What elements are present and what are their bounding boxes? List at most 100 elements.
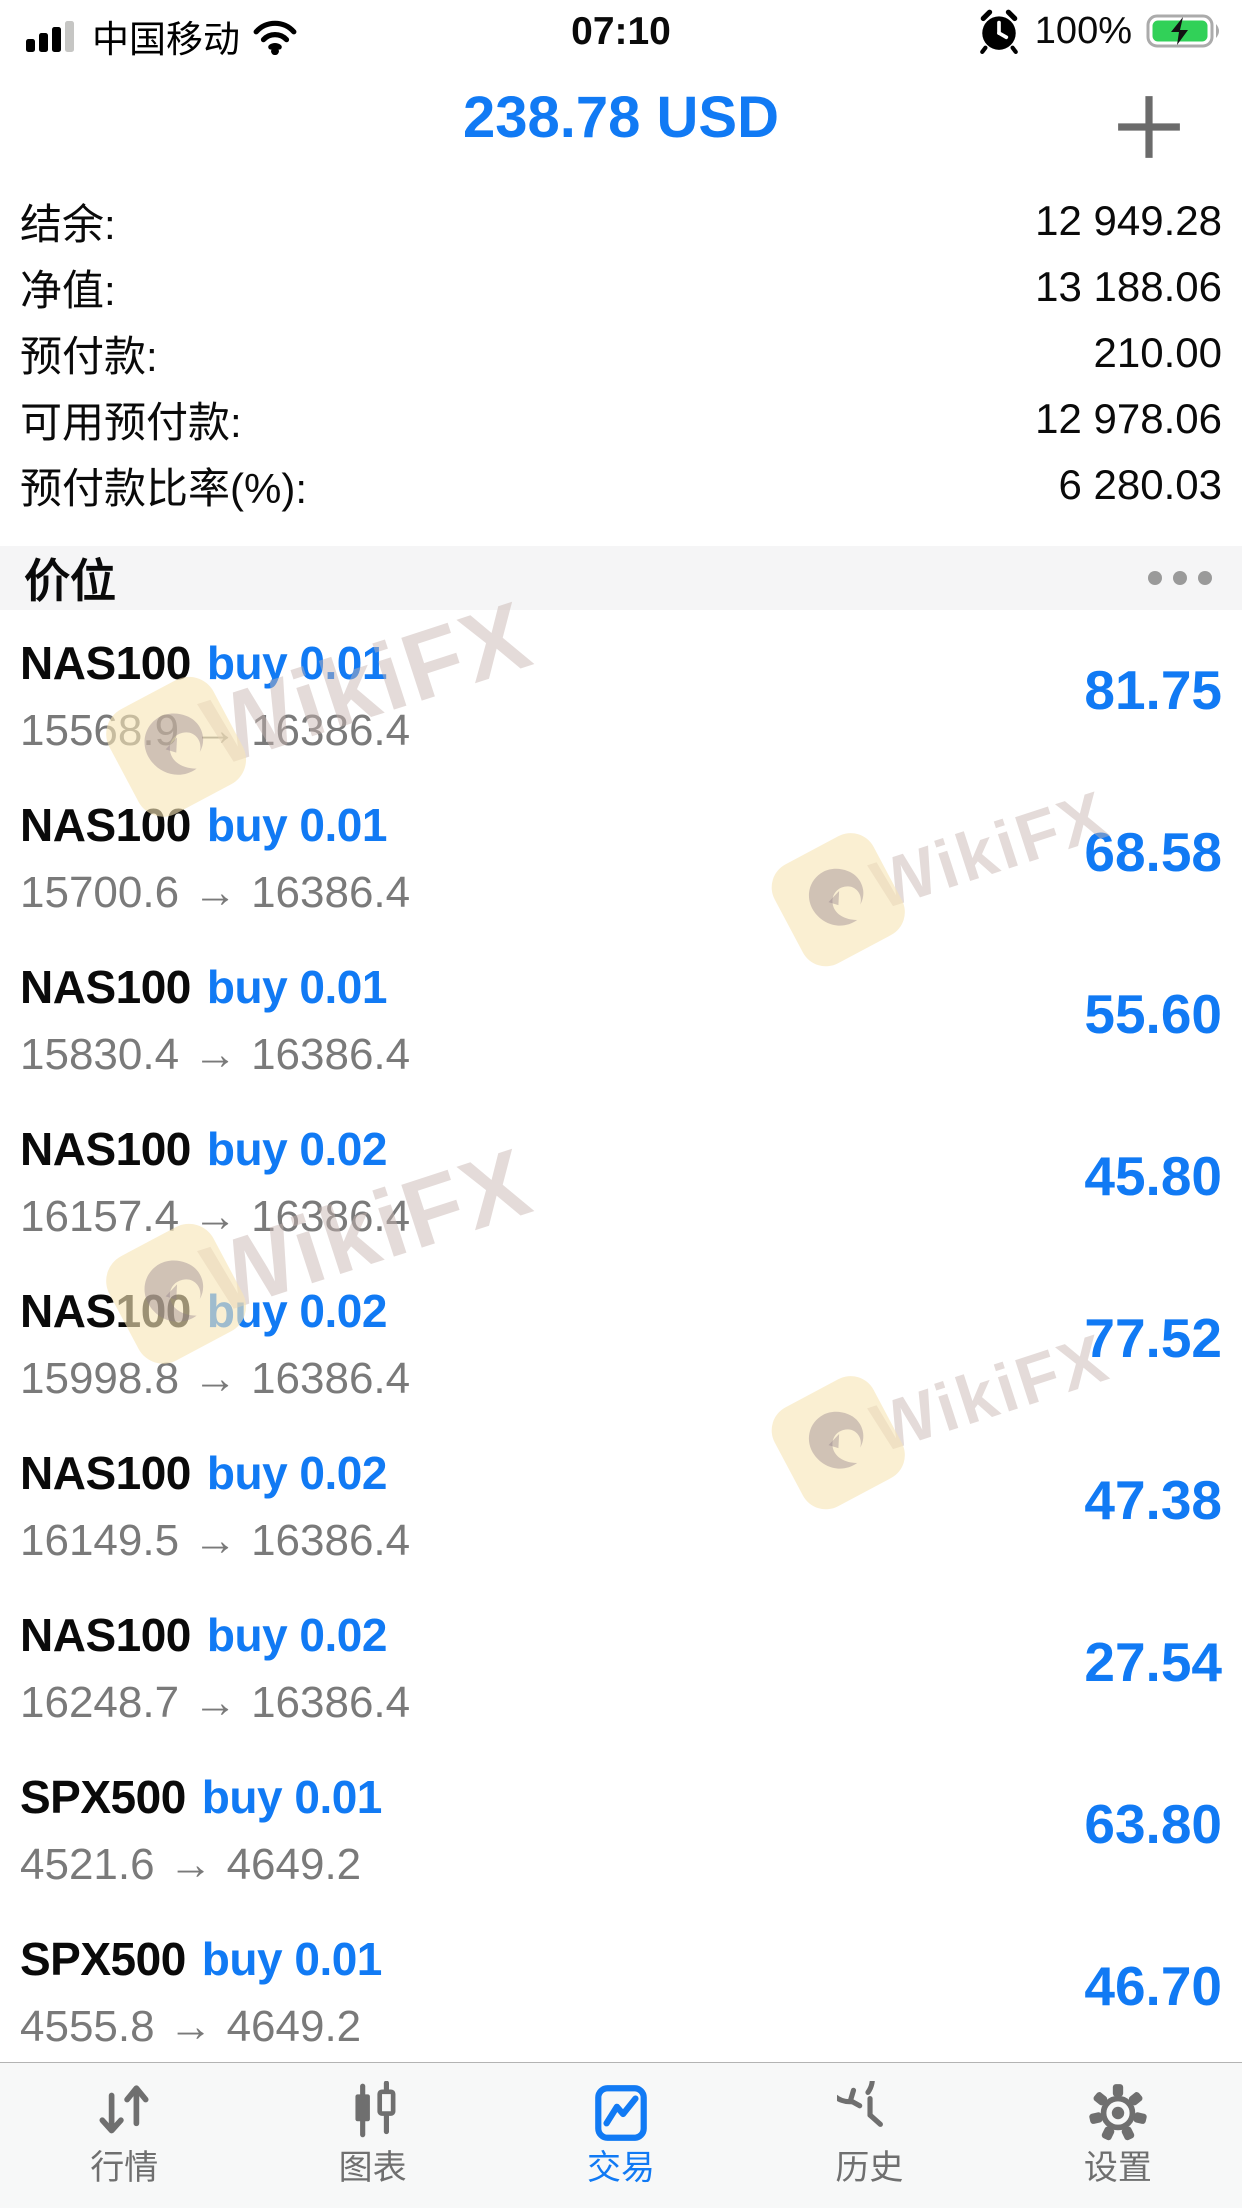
trade-row[interactable]: SPX500 buy 0.01 4555.8 → 4649.2 46.70: [0, 1906, 1242, 2068]
trade-profit: 63.80: [1084, 1793, 1222, 1855]
tab-quotes[interactable]: 行情: [0, 2063, 248, 2208]
trade-side-volume: buy 0.02: [206, 1447, 388, 1499]
account-row-balance: 结余: 12 949.28: [0, 188, 1242, 254]
arrow-icon: →: [193, 868, 238, 917]
tab-label: 图表: [338, 2149, 407, 2187]
tab-trade[interactable]: 交易: [497, 2063, 745, 2208]
account-row-margin-level: 预付款比率(%): 6 280.03: [0, 452, 1242, 518]
account-balance: 238.78 USD: [463, 85, 779, 150]
trade-row[interactable]: NAS100 buy 0.02 15998.8 → 16386.4 77.52: [0, 1258, 1242, 1420]
trade-profit: 47.38: [1084, 1469, 1222, 1531]
updown-arrows-icon: [99, 2085, 149, 2134]
trade-symbol: NAS100: [20, 961, 191, 1013]
trade-row[interactable]: SPX500 buy 0.01 4521.6 → 4649.2 63.80: [0, 1744, 1242, 1906]
tab-label: 设置: [1083, 2149, 1152, 2187]
arrow-icon: →: [193, 706, 238, 755]
current-price: 16386.4: [251, 706, 411, 755]
trade-side-volume: buy 0.01: [201, 1933, 383, 1985]
current-price: 16386.4: [251, 1516, 411, 1565]
open-price: 15568.9: [20, 706, 180, 755]
tab-settings[interactable]: 设置: [994, 2063, 1242, 2208]
status-bar: 中国移动 07:10 100%: [0, 0, 1242, 62]
wifi-icon: [253, 20, 297, 55]
trade-symbol: NAS100: [20, 1285, 191, 1337]
arrow-icon: →: [193, 1192, 238, 1241]
open-price: 4555.8: [20, 2002, 155, 2051]
history-clock-icon: [837, 2081, 884, 2127]
trade-side-volume: buy 0.02: [206, 1609, 388, 1661]
tab-label: 交易: [587, 2149, 656, 2187]
trade-row[interactable]: NAS100 buy 0.02 16149.5 → 16386.4 47.38: [0, 1420, 1242, 1582]
current-price: 16386.4: [251, 868, 411, 917]
current-price: 4649.2: [226, 2002, 362, 2051]
arrow-icon: →: [168, 2002, 213, 2051]
trade-symbol: NAS100: [20, 1447, 191, 1499]
open-price: 15998.8: [20, 1354, 180, 1403]
open-price: 16157.4: [20, 1192, 180, 1241]
current-price: 4649.2: [226, 1840, 362, 1889]
account-label: 结余:: [20, 200, 116, 248]
trade-profit: 68.58: [1084, 821, 1222, 883]
trade-row[interactable]: NAS100 buy 0.01 15568.9 → 16386.4 81.75: [0, 610, 1242, 772]
battery-percent-label: 100%: [1034, 9, 1132, 52]
account-row-equity: 净值: 13 188.06: [0, 254, 1242, 320]
account-row-free-margin: 可用预付款: 12 978.06: [0, 386, 1242, 452]
alarm-icon: [979, 9, 1018, 54]
signal-icon: [26, 21, 74, 52]
trade-side-volume: buy 0.01: [201, 1771, 383, 1823]
positions-section-header: 价位: [0, 546, 1242, 610]
carrier-label: 中国移动: [92, 19, 240, 60]
positions-list: NAS100 buy 0.01 15568.9 → 16386.4 81.75 NAS…: [0, 610, 1242, 2068]
trade-profit: 77.52: [1084, 1307, 1222, 1369]
open-price: 4521.6: [20, 1840, 155, 1889]
tab-bar: 行情 图表 交易: [0, 2062, 1242, 2208]
current-price: 16386.4: [251, 1030, 411, 1079]
trade-side-volume: buy 0.01: [206, 799, 388, 851]
open-price: 15700.6: [20, 868, 180, 917]
plus-icon: [1118, 96, 1180, 158]
add-order-button[interactable]: [1114, 92, 1184, 162]
open-price: 16149.5: [20, 1516, 180, 1565]
positions-title: 价位: [24, 555, 116, 607]
trade-row[interactable]: NAS100 buy 0.02 16248.7 → 16386.4 27.54: [0, 1582, 1242, 1744]
current-price: 16386.4: [251, 1192, 411, 1241]
current-price: 16386.4: [251, 1354, 411, 1403]
clock-time: 07:10: [571, 10, 671, 53]
status-right-group: 100%: [977, 8, 1224, 54]
account-label: 预付款:: [20, 332, 158, 380]
trade-side-volume: buy 0.01: [206, 637, 388, 689]
trade-symbol: NAS100: [20, 1123, 191, 1175]
trade-symbol: SPX500: [20, 1933, 186, 1985]
account-value: 13 188.06: [1035, 263, 1222, 310]
more-dots-icon[interactable]: [1142, 561, 1218, 595]
open-price: 16248.7: [20, 1678, 180, 1727]
status-left-group: 中国移动: [26, 9, 298, 63]
tab-charts[interactable]: 图表: [248, 2063, 496, 2208]
arrow-icon: →: [193, 1354, 238, 1403]
trade-symbol: NAS100: [20, 799, 191, 851]
account-value: 12 949.28: [1035, 197, 1222, 244]
tab-label: 历史: [835, 2149, 904, 2187]
trade-profit: 27.54: [1084, 1631, 1222, 1693]
open-price: 15830.4: [20, 1030, 180, 1079]
account-value: 210.00: [1093, 329, 1222, 376]
trade-side-volume: buy 0.02: [206, 1123, 388, 1175]
trade-profit: 45.80: [1084, 1145, 1222, 1207]
trade-chart-icon: [595, 2085, 647, 2141]
battery-charging-icon: [1146, 14, 1219, 48]
tab-history[interactable]: 历史: [745, 2063, 993, 2208]
trade-side-volume: buy 0.01: [206, 961, 388, 1013]
tab-label: 行情: [90, 2149, 159, 2187]
trade-profit: 81.75: [1084, 659, 1222, 721]
trade-symbol: SPX500: [20, 1771, 186, 1823]
account-row-margin: 预付款: 210.00: [0, 320, 1242, 386]
trade-row[interactable]: NAS100 buy 0.02 16157.4 → 16386.4 45.80: [0, 1096, 1242, 1258]
arrow-icon: →: [193, 1030, 238, 1079]
account-label: 可用预付款:: [20, 398, 242, 446]
candlestick-icon: [355, 2081, 396, 2138]
current-price: 16386.4: [251, 1678, 411, 1727]
trade-row[interactable]: NAS100 buy 0.01 15830.4 → 16386.4 55.60: [0, 934, 1242, 1096]
trade-row[interactable]: NAS100 buy 0.01 15700.6 → 16386.4 68.58: [0, 772, 1242, 934]
trade-side-volume: buy 0.02: [206, 1285, 388, 1337]
